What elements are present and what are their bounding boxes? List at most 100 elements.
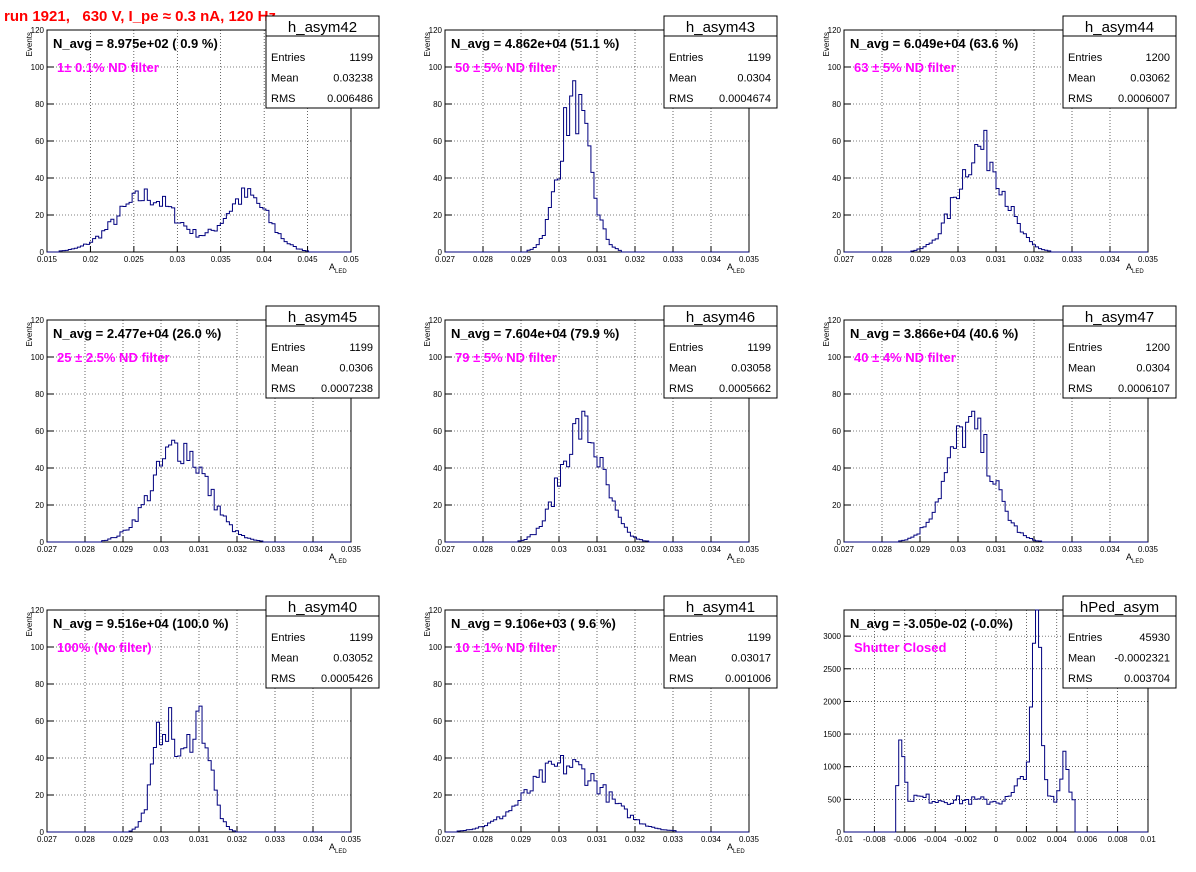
stats-box [265,595,380,689]
x-tick-label: 0.028 [473,255,494,264]
y-tick-label: 0 [837,248,842,257]
y-tick-label: 0 [438,248,443,257]
x-tick-label: 0.033 [1062,545,1083,554]
stats-value: 1199 [349,342,373,354]
histogram-panel-hPed_asym: -0.01 -0.008 -0.006 -0.004 -0.002 0 0.002 0.004… [823,595,1177,844]
x-tick-label: 0.031 [986,255,1007,264]
stats-key: Mean [669,653,697,665]
stats-box [265,305,380,399]
stats-key: Entries [669,632,704,644]
x-tick-label: 0.027 [834,255,855,264]
stats-value: -0.0002321 [1114,653,1170,665]
y-tick-label: 80 [433,100,442,109]
navg-label: N_avg = -3.050e-02 (-0.0%) [850,616,1013,631]
x-tick-label: 0.027 [435,545,456,554]
x-tick-label: 0.033 [265,835,286,844]
stats-key: RMS [1068,673,1092,685]
x-axis-label: ALED [329,262,347,275]
x-tick-label: 0.03 [551,835,567,844]
y-tick-label: 1000 [823,763,841,772]
stats-box [1062,15,1177,109]
histogram-series [445,754,749,833]
x-axis-label: ALED [329,552,347,565]
y-axis-label: Events [423,322,432,346]
y-tick-label: 100 [31,643,45,652]
y-tick-label: 500 [828,795,842,804]
y-tick-label: 0 [40,248,45,257]
x-tick-label: 0.03 [551,255,567,264]
y-tick-label: 120 [31,26,45,35]
stats-key: Entries [271,632,306,644]
stats-value: 0.001006 [725,673,771,685]
x-tick-label: 0.02 [83,255,99,264]
x-tick-label: 0.025 [124,255,145,264]
histogram-name: h_asym45 [288,309,357,326]
filter-label: 10 ± 1% ND filter [455,640,557,655]
x-tick-label: 0.031 [189,545,210,554]
x-tick-label: 0.035 [739,255,760,264]
filter-label: 40 ± 4% ND filter [854,350,956,365]
x-tick-label: 0.034 [701,545,722,554]
x-tick-label: 0.031 [587,545,608,554]
y-tick-label: 100 [828,353,842,362]
y-tick-label: 60 [433,427,442,436]
x-tick-label: 0.034 [701,255,722,264]
histogram-panel-h_asym45: 0.027 0.028 0.029 0.03 0.031 0.032 0.033 0.034 0… [25,305,380,565]
y-tick-label: 3000 [823,632,841,641]
stats-box [663,305,778,399]
x-tick-label: 0.04 [256,255,272,264]
y-tick-label: 60 [832,427,841,436]
y-tick-label: 80 [35,680,44,689]
y-tick-label: 120 [828,316,842,325]
x-tick-label: 0.034 [303,545,324,554]
x-tick-label: 0.035 [739,835,760,844]
stats-value: 0.0304 [1136,363,1170,375]
x-tick-label: 0.028 [872,545,893,554]
histogram-name: h_asym43 [686,19,755,36]
stats-value: 45930 [1139,632,1170,644]
x-tick-label: 0.031 [189,835,210,844]
y-tick-label: 20 [433,501,442,510]
stats-key: Entries [1068,52,1103,64]
x-tick-label: 0.03 [551,545,567,554]
x-tick-label: 0.032 [625,835,646,844]
x-tick-label: 0.006 [1077,835,1098,844]
stats-box [663,595,778,689]
x-tick-label: 0.03 [153,545,169,554]
y-tick-label: 40 [35,754,44,763]
stats-key: Mean [1068,363,1096,375]
y-tick-label: 20 [433,791,442,800]
filter-label: 63 ± 5% ND filter [854,60,956,75]
stats-value: 0.03058 [731,363,771,375]
histogram-panel-h_asym46: 0.027 0.028 0.029 0.03 0.031 0.032 0.033 0.034 0… [423,305,778,565]
x-tick-label: 0.033 [663,835,684,844]
y-tick-label: 120 [31,606,45,615]
stats-value: 0.03052 [333,653,373,665]
x-axis-label: ALED [329,842,347,855]
y-tick-label: 0 [837,538,842,547]
stats-box [663,15,778,109]
y-tick-label: 100 [429,643,443,652]
stats-key: Mean [271,653,299,665]
x-tick-label: 0.032 [1024,545,1045,554]
histogram-series [844,609,1148,833]
x-tick-label: 0.027 [37,545,58,554]
filter-label: 25 ± 2.5% ND filter [57,350,170,365]
y-tick-label: 2500 [823,665,841,674]
x-tick-label: 0.031 [587,255,608,264]
histogram-panel-h_asym44: 0.027 0.028 0.029 0.03 0.031 0.032 0.033 0.034 0… [822,15,1177,275]
y-axis-label: Events [423,32,432,56]
histogram-series [445,80,749,253]
y-tick-label: 100 [31,63,45,72]
stats-value: 0.0007238 [321,383,373,395]
stats-value: 1200 [1146,52,1170,64]
y-tick-label: 40 [433,174,442,183]
stats-box [1062,595,1177,689]
histogram-panel-h_asym41: 0.027 0.028 0.029 0.03 0.031 0.032 0.033 0.034 0… [423,595,778,855]
stats-value: 0.006486 [327,93,373,105]
y-tick-label: 100 [429,63,443,72]
navg-label: N_avg = 9.516e+04 (100.0 %) [53,616,229,631]
y-tick-label: 80 [35,390,44,399]
x-tick-label: 0.032 [227,835,248,844]
y-tick-label: 60 [433,137,442,146]
